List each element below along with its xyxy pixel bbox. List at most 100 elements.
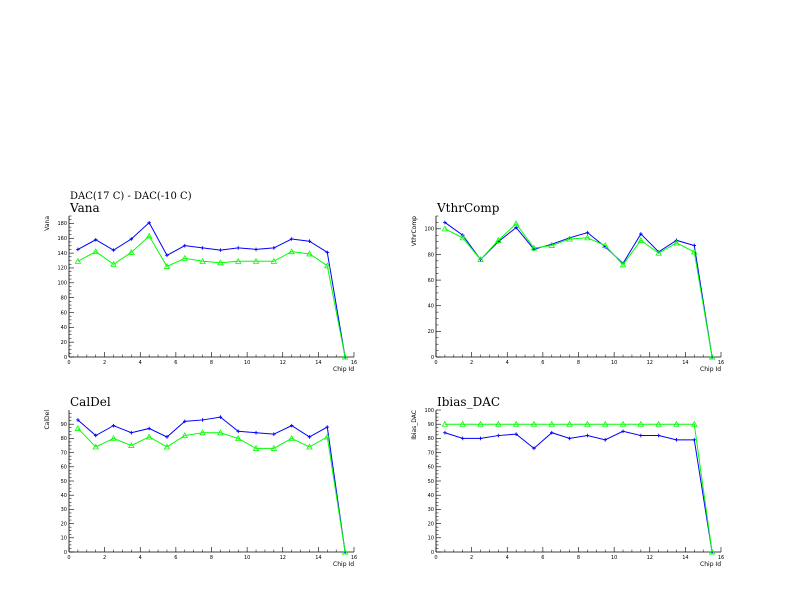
- ibias-dac-blue-series-line: [444, 430, 713, 553]
- ibias-dac-chart-title: Ibias_DAC: [437, 395, 500, 409]
- caldel-green-series-point: [288, 434, 295, 441]
- ibias-dac-blue-series-point: [692, 438, 697, 442]
- vthrcomp-y-tick-label: 0: [431, 355, 434, 361]
- caldel-chart-title: CalDel: [70, 395, 111, 409]
- vana-y-axis-label: Vana: [44, 216, 51, 231]
- ibias-dac-green-series-point: [566, 420, 573, 427]
- vana-green-series-point: [217, 259, 224, 266]
- caldel-blue-series-point: [182, 419, 187, 424]
- vthrcomp-green-series-line: [444, 222, 713, 358]
- vthrcomp-green-series-point: [441, 225, 449, 232]
- caldel-blue-series-point: [111, 423, 116, 428]
- vana-y-tick-label: 140: [57, 251, 67, 257]
- vana-blue-series-point: [254, 247, 258, 252]
- ibias-dac-green-series-point: [673, 420, 680, 427]
- ibias-dac-blue-series-point: [621, 429, 625, 434]
- caldel-blue-series-point: [236, 429, 241, 434]
- vana-blue-series-point: [200, 246, 205, 250]
- vthrcomp-x-tick-label: 0: [434, 360, 437, 366]
- caldel-green-series-point: [110, 434, 117, 441]
- vana-blue-series-point: [289, 237, 294, 241]
- ibias-dac-x-tick-label: 0: [434, 555, 437, 561]
- vthrcomp-blue-series-point: [692, 243, 697, 248]
- caldel-blue-series-point: [289, 423, 294, 428]
- caldel-blue-series-point: [218, 415, 223, 419]
- vana-green-series-point: [181, 254, 189, 261]
- vana-x-tick-label: 8: [210, 360, 213, 366]
- vana-blue-series-point: [93, 237, 98, 242]
- vana-y-tick-label: 40: [61, 325, 67, 331]
- vthrcomp-y-tick-label: 20: [428, 329, 434, 335]
- ibias-dac-blue-series-point: [585, 433, 590, 438]
- caldel-blue-series-point: [200, 418, 205, 422]
- ibias-dac-blue-series-point: [639, 433, 643, 438]
- vana-x-tick-label: 10: [244, 360, 250, 366]
- vana-blue-series-point: [307, 239, 312, 244]
- vana-y-tick-label: 180: [57, 221, 67, 227]
- caldel-green-series-point: [341, 548, 349, 555]
- vana-y-tick-label: 20: [61, 340, 67, 346]
- vthrcomp-blue-series-point: [443, 220, 447, 225]
- ibias-dac-blue-series-point: [532, 446, 536, 451]
- ibias-dac-green-series-point: [512, 420, 520, 427]
- ibias-dac-blue-series-point: [496, 433, 501, 438]
- ibias-dac-green-series-point: [548, 420, 556, 427]
- vana-x-tick-label: 4: [139, 360, 142, 366]
- caldel-y-tick-label: 30: [61, 507, 67, 513]
- vana-blue-series-point: [272, 246, 276, 250]
- vthrcomp-green-series-point: [530, 244, 538, 251]
- vthrcomp-chart-title: VthrComp: [436, 201, 500, 215]
- vthrcomp-green-series-point: [619, 261, 627, 268]
- ibias-dac-x-tick-label: 4: [506, 555, 509, 561]
- caldel-y-axis-label: CalDel: [44, 410, 51, 430]
- vana-green-series-point: [92, 248, 99, 255]
- vthrcomp-x-tick-label: 10: [611, 360, 617, 366]
- ibias-dac-green-series-point: [691, 420, 698, 427]
- ibias-dac-green-series-point: [441, 420, 449, 427]
- ibias-dac-y-tick-label: 60: [428, 465, 434, 471]
- caldel-green-series-point: [270, 444, 278, 451]
- vthrcomp-x-tick-label: 8: [577, 360, 580, 366]
- vana-x-axis-label: Chip Id: [333, 366, 354, 373]
- caldel-green-series-point: [306, 443, 313, 450]
- ibias-dac-green-series-point: [530, 420, 538, 427]
- caldel-blue-series-point: [76, 418, 80, 422]
- caldel-green-series-point: [145, 433, 153, 440]
- caldel-blue-series-point: [307, 435, 312, 439]
- vana-green-series-point: [234, 257, 242, 264]
- caldel-y-tick-label: 10: [61, 536, 67, 542]
- caldel-x-tick-label: 6: [174, 555, 177, 561]
- vthrcomp-green-series-point: [495, 236, 502, 243]
- ibias-dac-green-series-point: [708, 548, 716, 555]
- caldel-green-series-point: [234, 434, 242, 441]
- vthrcomp-y-tick-label: 80: [428, 252, 434, 258]
- vana-blue-series-point: [129, 237, 134, 241]
- vana-green-series-point: [74, 257, 82, 264]
- ibias-dac-y-axis-label: Ibias_DAC: [411, 410, 418, 440]
- vana-x-tick-label: 14: [315, 360, 321, 366]
- ibias-dac-y-tick-label: 20: [428, 521, 434, 527]
- caldel-y-tick-label: 50: [61, 479, 67, 485]
- vana-green-series-point: [341, 353, 349, 360]
- caldel-green-series-point: [128, 442, 135, 448]
- vana-x-tick-label: 12: [280, 360, 286, 366]
- vana-y-tick-label: 60: [61, 310, 67, 316]
- caldel-blue-series-point: [254, 430, 258, 435]
- ibias-dac-green-series-line: [444, 423, 713, 553]
- vana-blue-series-point: [165, 253, 169, 258]
- vthrcomp-x-tick-label: 6: [541, 360, 544, 366]
- vthrcomp-green-series-point: [548, 242, 556, 248]
- chart-vthrcomp: VthrComp 0 2 4 6 8 10 12 14 16 0 20 40 60 80 100 Chip Id…: [411, 201, 724, 373]
- ibias-dac-x-tick-label: 10: [611, 555, 617, 561]
- vthrcomp-green-series-point: [459, 234, 466, 241]
- vana-green-series-point: [270, 257, 278, 264]
- caldel-blue-series-point: [272, 432, 276, 436]
- chart-ibias-dac: Ibias_DAC 0 2 4 6 8 10 12 14 16 0 10 20 30 40 50 60 70 80 9…: [411, 395, 724, 568]
- vthrcomp-green-series-point: [655, 249, 662, 256]
- ibias-dac-x-tick-label: 14: [682, 555, 688, 561]
- vthrcomp-green-series-point: [691, 248, 698, 255]
- vthrcomp-y-axis-label: VthrComp: [411, 216, 418, 246]
- caldel-x-tick-label: 4: [139, 555, 142, 561]
